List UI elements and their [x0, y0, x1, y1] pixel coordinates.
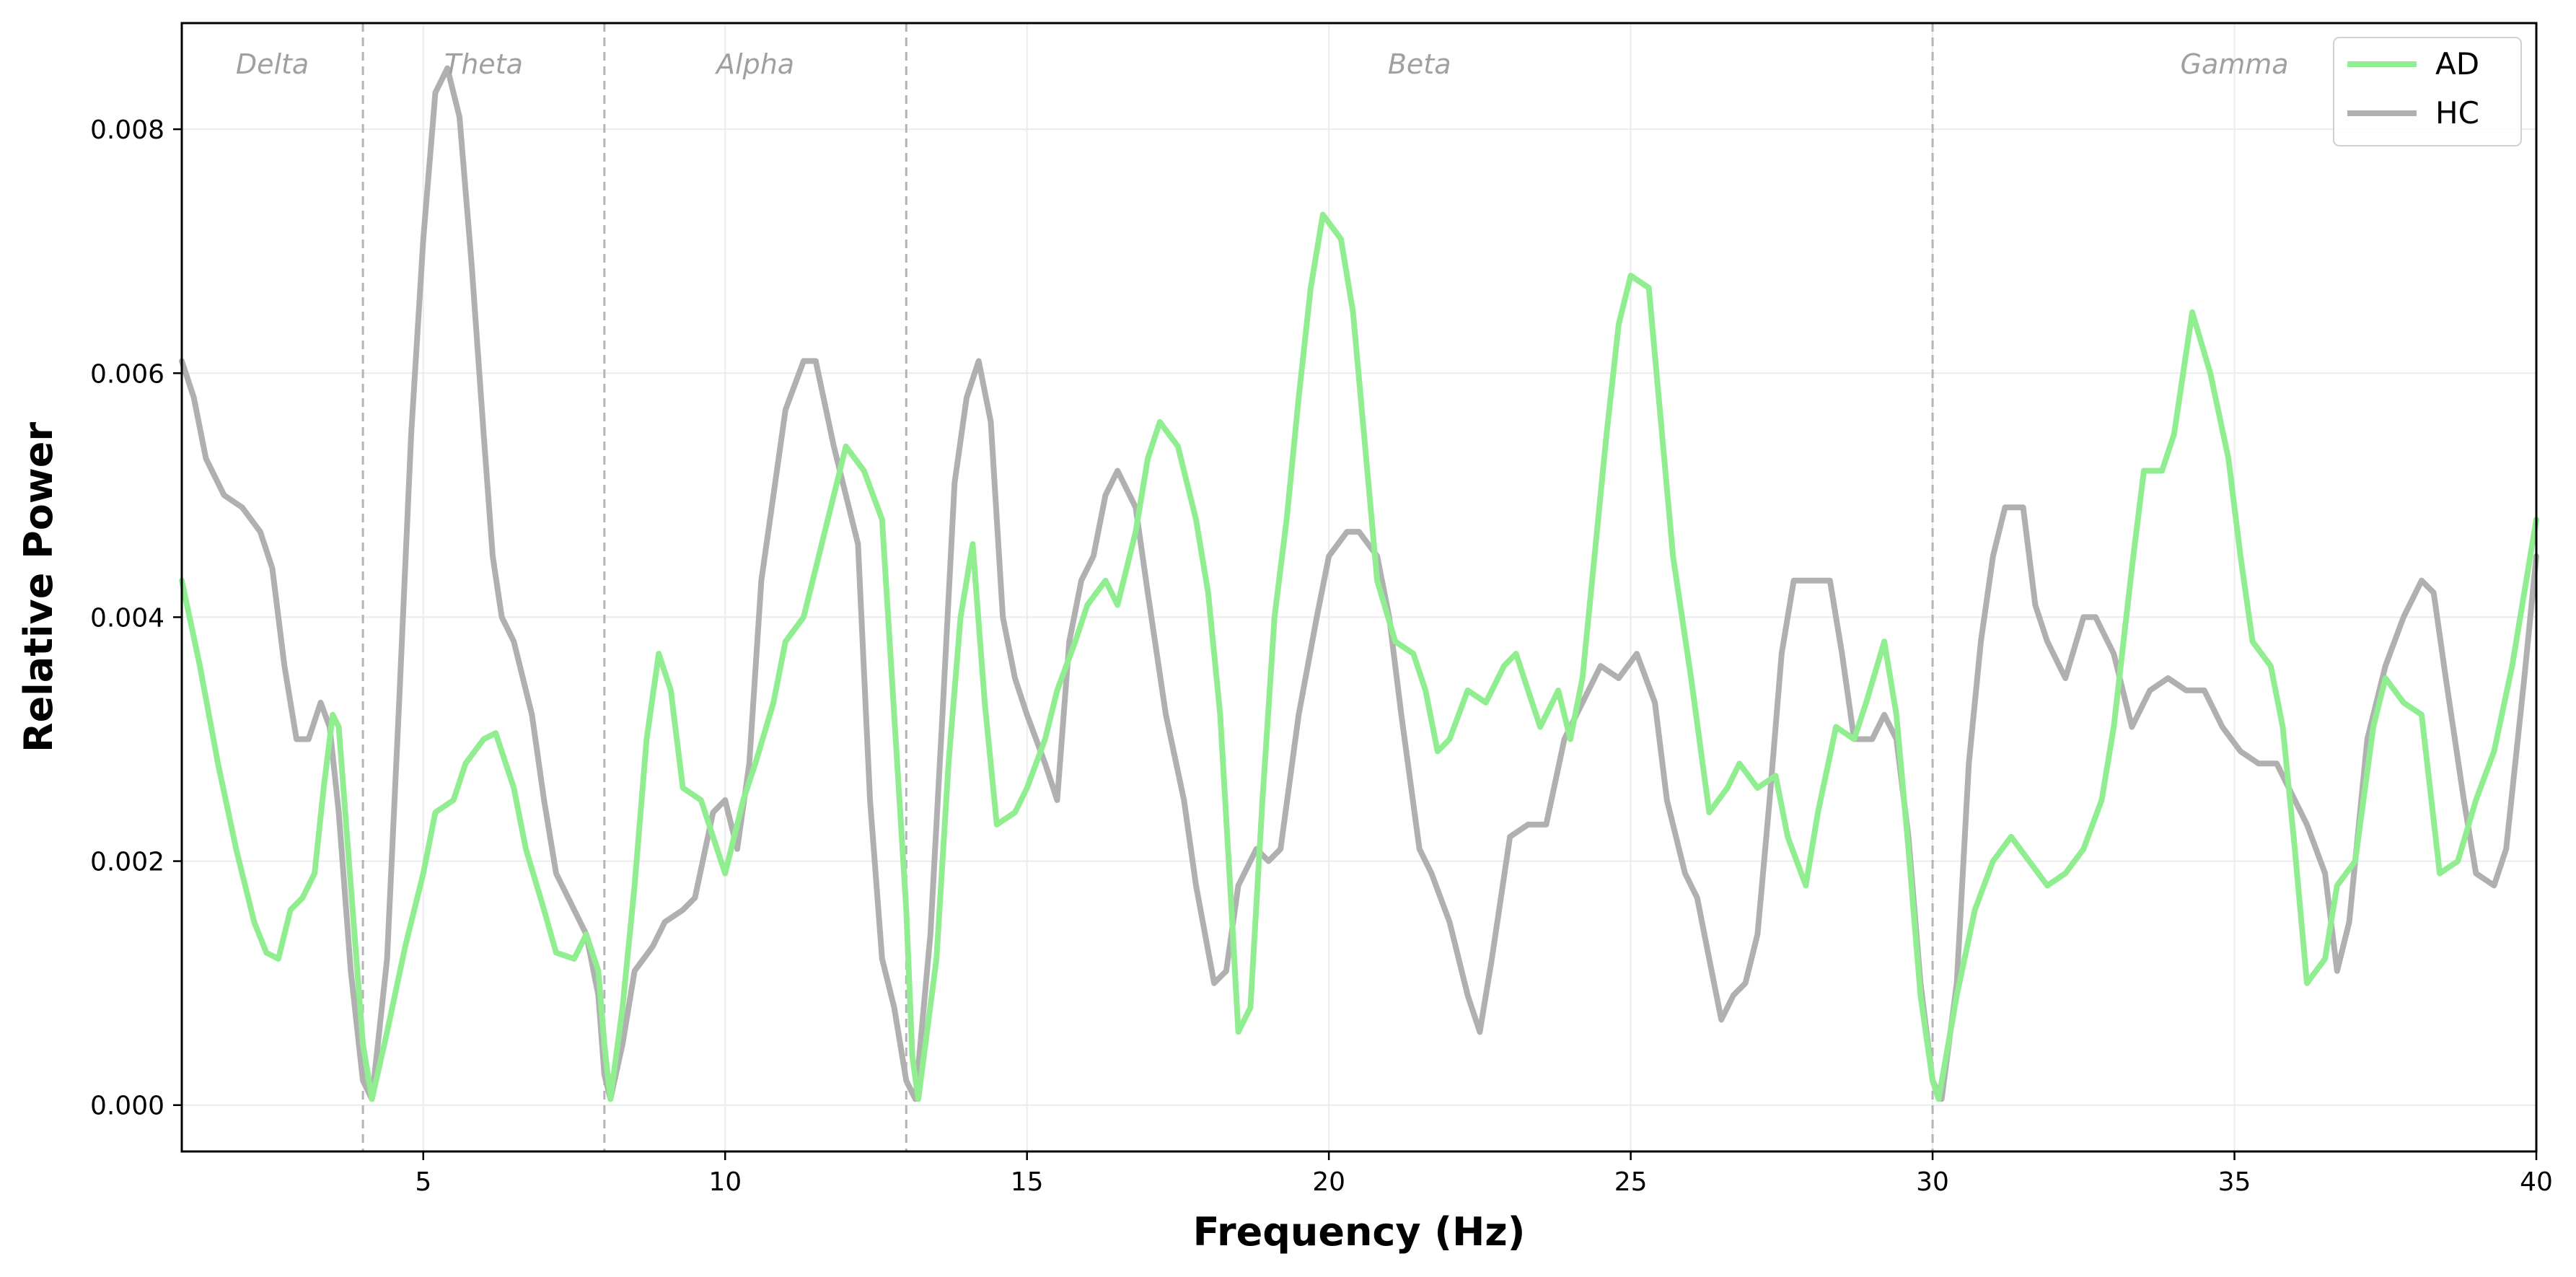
legend-box: [2333, 37, 2522, 146]
grid-lines: [182, 23, 2537, 1151]
band-labels: Delta Theta Alpha Beta Gamma: [236, 48, 2289, 80]
band-label-alpha: Alpha: [714, 48, 794, 80]
band-label-beta: Beta: [1388, 48, 1451, 80]
band-label-delta: Delta: [236, 48, 309, 80]
series-line-ad: [179, 211, 2539, 1102]
x-tick-label: 30: [1916, 1167, 1949, 1197]
band-label-theta: Theta: [444, 48, 523, 80]
y-tick-label: 0.008: [90, 115, 164, 145]
legend-label-hc: HC: [2435, 95, 2479, 131]
x-tick-label: 40: [2520, 1167, 2553, 1197]
y-tick-label: 0.004: [90, 603, 164, 633]
y-tick-label: 0.000: [90, 1092, 164, 1121]
series-line-hc: [179, 65, 2539, 1102]
series-lines: [179, 65, 2539, 1102]
x-tick-label: 10: [708, 1167, 742, 1197]
x-tick-label: 25: [1614, 1167, 1648, 1197]
y-axis-title: Relative Power: [16, 422, 61, 752]
band-boundaries: [361, 23, 1934, 1151]
x-tick-label: 20: [1312, 1167, 1345, 1197]
y-tick-label: 0.002: [90, 848, 164, 877]
plot-frame: [180, 22, 2538, 1153]
y-tick-label: 0.006: [90, 359, 164, 389]
legend-label-ad: AD: [2435, 46, 2479, 82]
x-tick-label: 5: [415, 1167, 431, 1197]
band-label-gamma: Gamma: [2181, 48, 2289, 80]
x-axis-title: Frequency (Hz): [1193, 1209, 1526, 1255]
legend: AD HC: [2333, 37, 2522, 146]
x-tick-label: 35: [2218, 1167, 2251, 1197]
x-tick-label: 15: [1011, 1167, 1044, 1197]
axis-ticks: 5 10 15 20 25 30 35 40 0.000 0.002 0.004 0.006 0.008: [90, 115, 2553, 1197]
